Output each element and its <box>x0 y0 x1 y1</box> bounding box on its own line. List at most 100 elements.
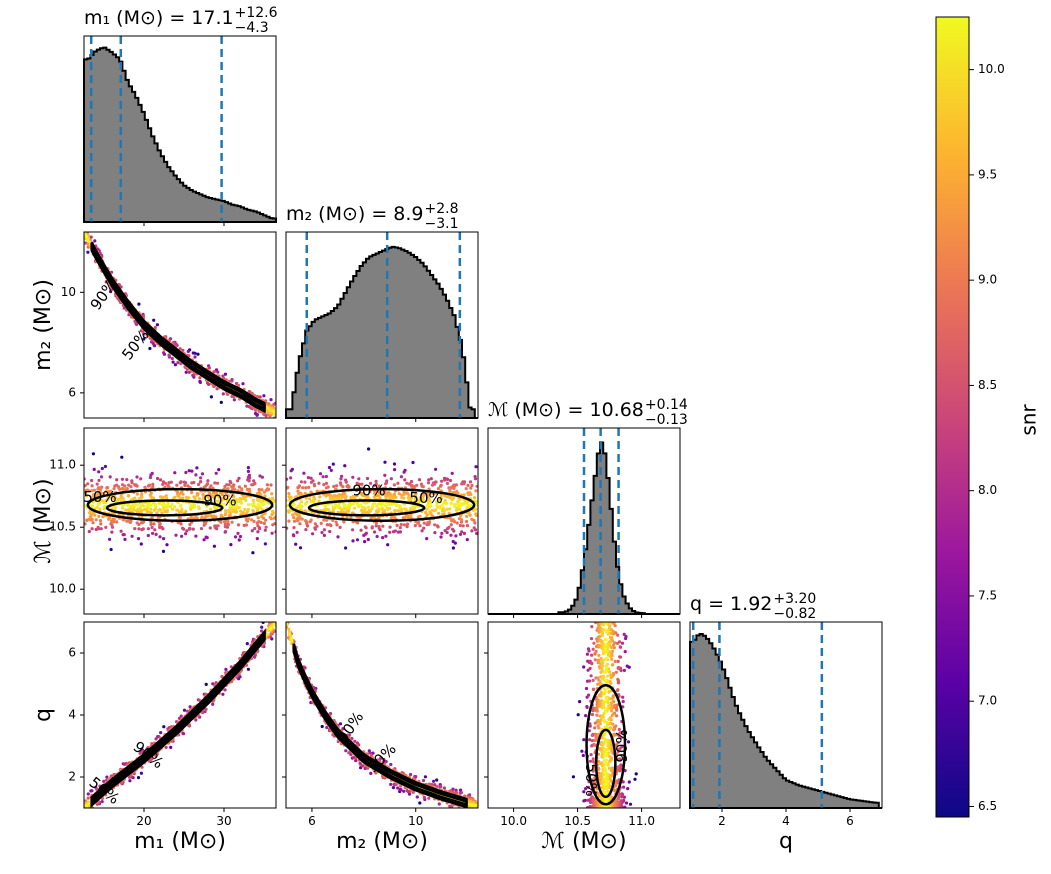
scatter-point <box>623 805 627 808</box>
scatter-point <box>127 313 131 317</box>
contour-90 <box>288 487 476 522</box>
scatter-point <box>454 503 458 507</box>
scatter-point <box>137 302 141 306</box>
scatter-point <box>411 790 415 794</box>
scatter-point <box>633 777 637 781</box>
scatter-point <box>587 649 591 653</box>
scatter-point <box>454 534 458 538</box>
scatter-point <box>170 507 175 511</box>
scatter-point <box>448 496 452 500</box>
scatter-point <box>469 812 472 815</box>
scatter-point <box>595 709 599 713</box>
scatter-point <box>445 507 449 511</box>
scatter-point <box>473 477 478 481</box>
scatter-point <box>402 496 406 500</box>
scatter-point <box>96 247 100 251</box>
scatter-point <box>448 507 452 511</box>
contour-50 <box>90 244 266 411</box>
scatter-point <box>593 658 597 662</box>
scatter-point <box>298 546 303 550</box>
scatter-point <box>154 737 158 741</box>
scatter-point <box>624 801 629 805</box>
contour-90 <box>292 643 468 808</box>
scatter-point <box>421 485 425 489</box>
scatter-point <box>392 483 396 487</box>
scatter-point <box>87 802 91 806</box>
scatter-point <box>434 467 438 471</box>
scatter-point <box>88 511 92 515</box>
panel-title-m2: m₂ (M⊙) = 8.9 <box>286 203 424 225</box>
scatter-point <box>472 496 477 500</box>
scatter-point <box>217 468 221 472</box>
scatter-point <box>349 496 353 500</box>
scatter-point <box>584 686 589 691</box>
scatter-point <box>436 487 440 491</box>
scatter-point <box>237 538 241 542</box>
scatter-point <box>590 653 594 657</box>
scatter-point <box>389 762 393 767</box>
scatter-point <box>292 503 296 507</box>
scatter-point <box>273 522 276 526</box>
scatter-point <box>100 466 104 471</box>
scatter-point <box>321 475 325 479</box>
title-main: m₂ (M⊙) = 8.9 <box>286 203 424 225</box>
scatter-point <box>384 534 388 538</box>
scatter-point <box>468 480 473 484</box>
scatter-point <box>262 521 266 526</box>
scatter-point <box>351 539 355 543</box>
scatter-point <box>470 529 474 533</box>
scatter-point <box>465 538 469 542</box>
scatter-point <box>457 517 461 521</box>
scatter-point <box>356 503 360 507</box>
scatter-point <box>262 490 266 494</box>
scatter-point <box>188 522 192 527</box>
scatter-point <box>358 761 362 766</box>
scatter-point <box>628 802 633 806</box>
scatter-point <box>180 534 184 538</box>
scatter-point <box>615 714 619 718</box>
scatter-point <box>438 484 443 488</box>
scatter-point <box>194 534 198 538</box>
scatter-point <box>130 534 134 538</box>
scatter-point <box>466 503 470 507</box>
scatter-point <box>229 665 233 669</box>
scatter-point <box>115 478 119 482</box>
scatter-point <box>384 482 388 486</box>
scatter-point <box>293 511 297 515</box>
scatter-point <box>612 643 616 647</box>
scatter-point <box>292 516 296 520</box>
scatter-point <box>388 525 392 529</box>
scatter-point <box>154 532 158 537</box>
scatter-point <box>250 518 254 522</box>
scatter-point <box>97 470 101 474</box>
scatter-point <box>341 485 345 489</box>
scatter-point <box>158 535 162 539</box>
scatter-point <box>304 486 308 490</box>
scatter-point <box>212 544 216 548</box>
scatter-point <box>184 481 188 485</box>
scatter-points-m2-q: 90%50% <box>286 622 478 815</box>
scatter-point <box>162 725 166 729</box>
scatter-point <box>463 811 466 814</box>
scatter-point <box>257 520 261 524</box>
scatter-point <box>373 483 377 488</box>
scatter-point <box>395 523 399 528</box>
scatter-point <box>86 792 90 796</box>
scatter-point <box>332 484 336 489</box>
scatter-point <box>460 482 464 486</box>
scatter-point <box>237 485 241 489</box>
scatter-point <box>198 480 203 484</box>
scatter-point <box>320 724 324 729</box>
scatter-point <box>331 505 335 509</box>
scatter-point <box>216 524 220 528</box>
scatter-point <box>617 727 621 732</box>
scatter-point <box>119 498 123 502</box>
scatter-point <box>230 520 234 524</box>
scatter-point <box>443 478 447 482</box>
scatter-point <box>245 642 249 646</box>
scatter-point <box>303 480 307 484</box>
scatter-point <box>190 481 194 485</box>
scatter-point <box>263 528 267 532</box>
hist-frame-m1 <box>83 35 277 223</box>
scatter-point <box>286 526 289 530</box>
